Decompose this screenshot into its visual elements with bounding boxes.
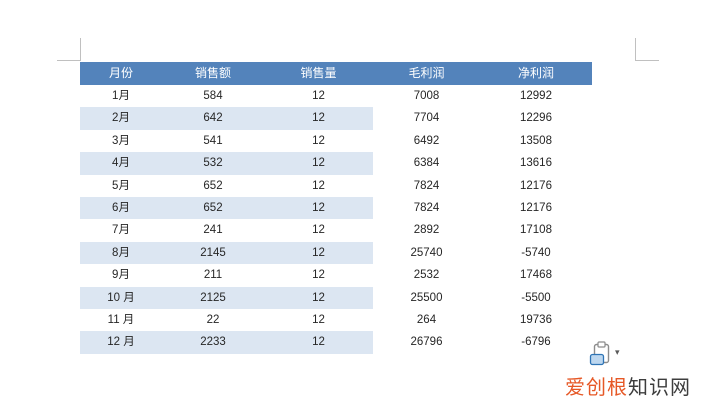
table-row: 3月 541 12 6492 13508: [80, 130, 592, 152]
table-cell: 12296: [520, 112, 552, 125]
table-cell: 6384: [413, 157, 440, 170]
column-header: 月份: [108, 66, 133, 80]
table-row: 10 月 2125 12 25500 -5500: [80, 286, 592, 309]
table-cell: 7008: [413, 90, 440, 102]
table-row: 5月 652 12 7824 12176: [80, 175, 592, 197]
monthly-sales-table: 月份 销售额 销售量 毛利润 净利润 1月 584 12 7008 12992 2月 642 12 77…: [80, 62, 592, 354]
table-cell: 10 月: [80, 286, 162, 309]
chevron-down-icon: ▾: [615, 347, 620, 357]
table-row: 8月 2145 12 25740 -5740: [80, 241, 592, 265]
table-row: 12 月 2233 12 26796 -6796: [80, 331, 592, 354]
table-cell: 12176: [520, 201, 552, 214]
table-cell: 12: [312, 134, 325, 147]
table-cell: 5月: [112, 179, 130, 192]
table-cell: -6796: [521, 336, 551, 349]
table-cell: 12: [264, 152, 373, 175]
table-cell: 13508: [520, 134, 552, 147]
table-row: 7月 241 12 2892 17108: [80, 219, 592, 241]
watermark-brand-text: 爱创根: [565, 377, 628, 399]
page-corner-mark-top-right: [635, 38, 659, 61]
table-cell: 22: [206, 313, 220, 326]
page-corner-mark-top-left: [57, 38, 81, 61]
table-cell: 2145: [162, 241, 264, 265]
table-cell: 12: [312, 224, 325, 237]
table-row: 11 月 22 12 264 19736: [80, 309, 592, 331]
table-cell: 25740: [410, 246, 443, 259]
table-cell: 7824: [413, 179, 440, 192]
table-cell: 12 月: [80, 331, 162, 354]
table-cell: 2125: [162, 286, 264, 309]
table-cell: 642: [162, 107, 264, 130]
table-cell: 584: [203, 90, 223, 102]
table-cell: 7704: [413, 112, 440, 125]
table-cell: 25500: [410, 291, 443, 304]
clipboard-paste-icon: [589, 341, 613, 367]
table-cell: 4月: [80, 152, 162, 175]
site-watermark: 爱创根知识网: [565, 371, 691, 400]
table-row: 6月 652 12 7824 12176: [80, 196, 592, 220]
table-cell: 6492: [413, 134, 440, 147]
column-header: 销售额: [194, 66, 231, 80]
table-cell: 26796: [410, 336, 443, 349]
table-cell: 8月: [80, 241, 162, 265]
table-cell: 12: [264, 241, 373, 265]
table-cell: 19736: [520, 313, 552, 326]
column-header: 毛利润: [408, 66, 445, 80]
table-cell: 17108: [520, 224, 552, 237]
table-row: 9月 211 12 2532 17468: [80, 264, 592, 286]
table-cell: 12: [312, 90, 325, 102]
table-cell: 3月: [112, 134, 130, 147]
table-cell: 211: [203, 269, 223, 282]
table-cell: 2月: [80, 107, 162, 130]
table-cell: 11 月: [107, 313, 135, 326]
table-cell: 12: [312, 269, 325, 282]
table-cell: 12: [312, 179, 325, 192]
table-cell: 1月: [112, 90, 130, 102]
table-header-row: 月份 销售额 销售量 毛利润 净利润: [80, 62, 592, 85]
table-cell: 12: [264, 107, 373, 130]
table-cell: 7824: [413, 201, 440, 214]
table-cell: 12992: [520, 90, 552, 102]
table-cell: 2892: [413, 224, 440, 237]
table-cell: 12: [312, 313, 325, 326]
table-cell: 9月: [112, 269, 130, 282]
table-row: 1月 584 12 7008 12992: [80, 85, 592, 107]
watermark-suffix-text: 知识网: [628, 377, 691, 399]
table-cell: 6月: [80, 196, 162, 220]
table-cell: 12: [264, 196, 373, 220]
table-row: 2月 642 12 7704 12296: [80, 107, 592, 130]
paste-options-button[interactable]: ▾: [589, 341, 620, 367]
table-cell: 7月: [112, 224, 130, 237]
table-cell: 2233: [162, 331, 264, 354]
table-row: 4月 532 12 6384 13616: [80, 152, 592, 175]
table-cell: 17468: [520, 269, 552, 282]
table-cell: 264: [416, 313, 437, 326]
table-cell: 652: [162, 196, 264, 220]
table-cell: 532: [162, 152, 264, 175]
column-header: 净利润: [517, 66, 554, 80]
table-cell: 12: [264, 286, 373, 309]
column-header: 销售量: [300, 66, 337, 80]
table-cell: -5500: [521, 291, 551, 304]
table-cell: 541: [203, 134, 223, 147]
table-cell: 13616: [520, 157, 552, 170]
table-body: 1月 584 12 7008 12992 2月 642 12 7704 12296 3月 541 12 6…: [80, 85, 592, 354]
table-cell: 12176: [520, 179, 552, 192]
table-cell: 241: [203, 224, 223, 237]
table-cell: 12: [264, 331, 373, 354]
table-cell: 652: [203, 179, 223, 192]
table-cell: 2532: [413, 269, 440, 282]
table-cell: -5740: [521, 246, 551, 259]
